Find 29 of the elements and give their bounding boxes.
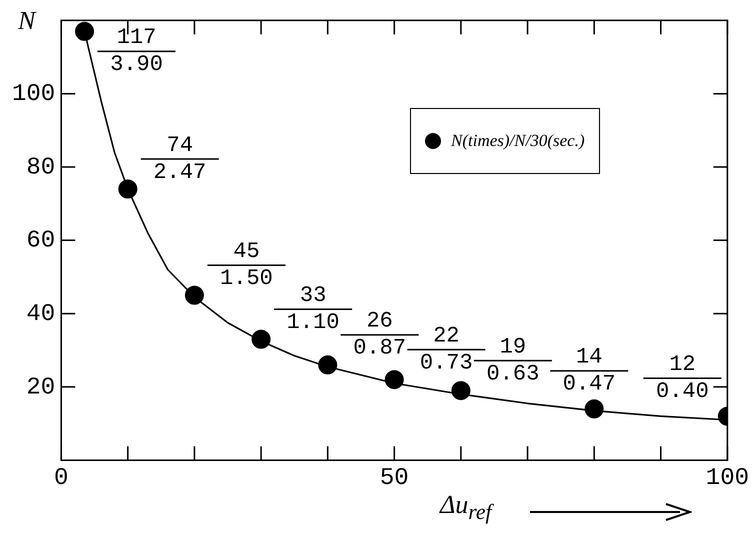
annotation: 2.47 (153, 160, 206, 185)
x-axis-title: Δu$_{ref}$ (440, 490, 492, 526)
y-tick-label: 40 (26, 300, 56, 328)
data-label: 14 (576, 344, 602, 370)
x-tick-label: 0 (54, 464, 68, 492)
y-tick-label: 20 (26, 374, 56, 402)
data-label: 26 (366, 308, 393, 334)
annotation: 0.40 (656, 379, 709, 404)
y-tick-label: 80 (26, 154, 56, 182)
y-tick-label: 60 (26, 228, 56, 255)
data-label: 22 (433, 323, 460, 348)
x-tick-label: 50 (380, 464, 409, 492)
y-axis-title: N (18, 6, 36, 36)
annotation: 0.63 (486, 361, 540, 386)
data-label: 117 (116, 25, 156, 50)
y-tick-label: 100 (12, 81, 56, 108)
data-label: 33 (300, 283, 326, 308)
data-label: 45 (233, 239, 260, 264)
legend-label: N(times)/N/30(sec.) (451, 131, 585, 151)
x-tick-label: 100 (706, 464, 750, 492)
annotation: 1.50 (220, 266, 273, 292)
data-label: 12 (669, 352, 696, 378)
annotation: 0.73 (420, 350, 473, 376)
data-label: 19 (500, 334, 526, 360)
data-label: 74 (166, 132, 194, 158)
annotation: 3.90 (110, 52, 163, 78)
annotation: 0.87 (353, 336, 406, 361)
annotation: 0.47 (562, 372, 616, 397)
annotation: 1.10 (286, 310, 340, 336)
